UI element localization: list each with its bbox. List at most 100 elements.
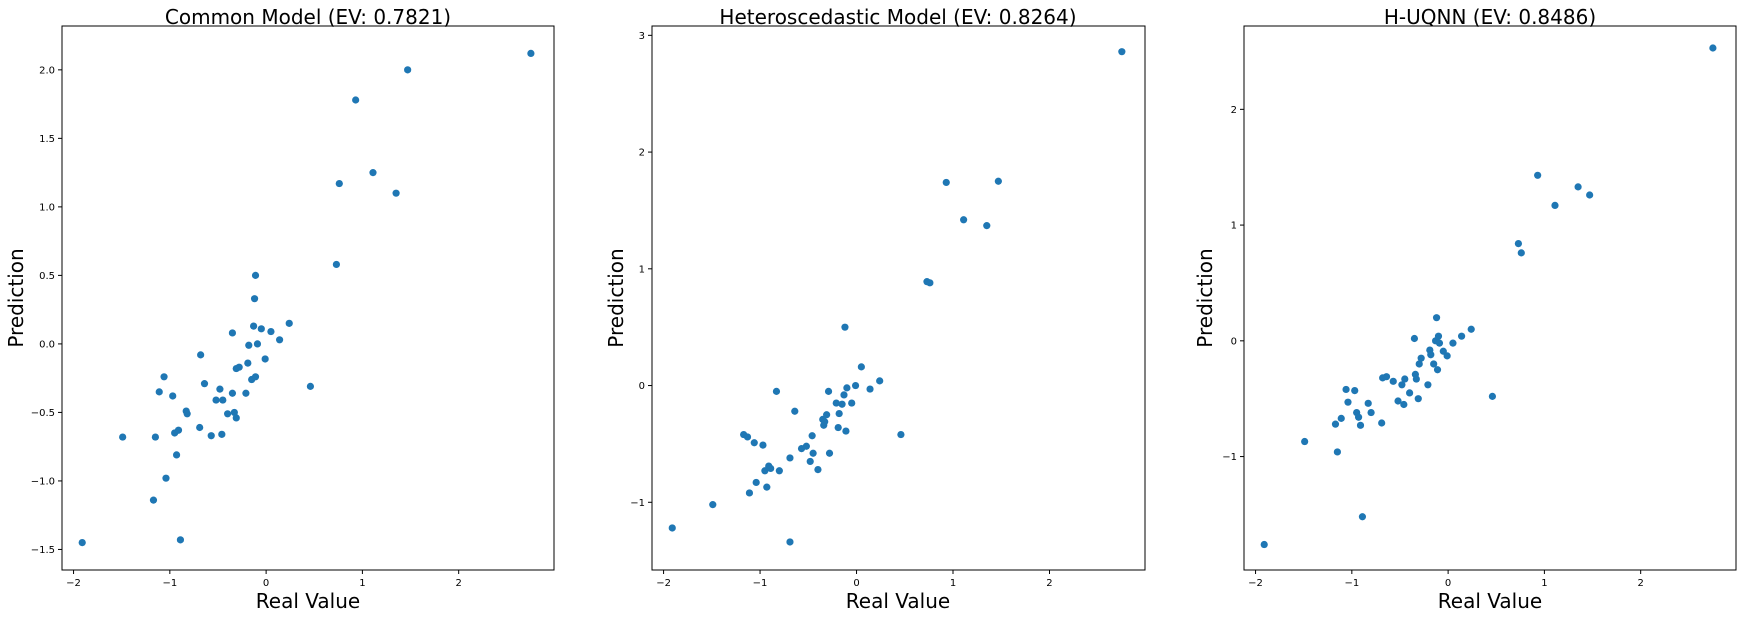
data-point bbox=[1488, 392, 1497, 400]
data-point bbox=[821, 418, 829, 426]
data-point bbox=[1367, 408, 1375, 417]
data-point bbox=[668, 524, 676, 532]
data-point bbox=[786, 538, 794, 546]
x-axis-label: Real Value bbox=[846, 589, 950, 613]
data-point bbox=[709, 501, 717, 509]
data-point bbox=[196, 423, 204, 432]
data-point bbox=[228, 329, 237, 337]
data-point bbox=[767, 464, 775, 473]
data-point bbox=[786, 454, 794, 462]
x-tick-label: 2 bbox=[1637, 578, 1643, 589]
data-point bbox=[994, 177, 1002, 185]
data-point bbox=[160, 373, 168, 381]
x-tick-label: 0 bbox=[1445, 578, 1451, 589]
y-tick-label: 1 bbox=[639, 264, 645, 275]
y-tick-label: 3 bbox=[639, 31, 645, 42]
data-point bbox=[1415, 360, 1423, 368]
data-point bbox=[1382, 373, 1391, 381]
data-point bbox=[1517, 249, 1525, 257]
x-tick-label: −1 bbox=[162, 578, 177, 589]
data-point bbox=[527, 49, 535, 58]
data-point bbox=[1356, 421, 1365, 429]
data-point bbox=[174, 426, 183, 434]
y-tick-label: 1.5 bbox=[39, 134, 55, 145]
data-point bbox=[835, 409, 843, 418]
x-tick-label: −2 bbox=[1248, 578, 1263, 589]
data-point bbox=[232, 414, 240, 422]
data-point bbox=[207, 432, 215, 440]
data-point bbox=[866, 385, 874, 393]
data-point bbox=[253, 340, 262, 348]
data-point bbox=[1430, 360, 1438, 368]
axes-frame bbox=[61, 25, 555, 571]
data-point bbox=[743, 433, 752, 441]
data-point bbox=[369, 169, 377, 177]
data-point bbox=[1709, 44, 1717, 52]
data-point bbox=[1331, 420, 1340, 428]
panel-heteroscedastic-model: Heteroscedastic Model (EV: 0.8264) Real … bbox=[604, 5, 1146, 613]
data-point bbox=[1354, 413, 1363, 421]
data-point bbox=[200, 380, 209, 388]
data-point bbox=[1534, 171, 1542, 179]
y-tick-label: 2 bbox=[1231, 105, 1237, 116]
data-point bbox=[960, 216, 968, 224]
x-tick-label: 1 bbox=[359, 578, 365, 589]
data-point bbox=[808, 432, 816, 440]
data-point bbox=[1432, 314, 1441, 322]
data-point bbox=[841, 323, 849, 331]
data-point bbox=[1400, 400, 1408, 409]
x-tick-label: −1 bbox=[753, 578, 768, 589]
chart-title: H-UQNN (EV: 0.8486) bbox=[1384, 5, 1596, 29]
data-point bbox=[1467, 325, 1475, 333]
data-point bbox=[1351, 386, 1359, 395]
y-tick-label: 0 bbox=[639, 381, 645, 392]
data-point bbox=[876, 377, 884, 385]
y-tick-label: 0.0 bbox=[39, 339, 55, 350]
data-point bbox=[843, 384, 851, 392]
data-point bbox=[983, 222, 991, 230]
data-point bbox=[235, 363, 243, 371]
point-group bbox=[668, 48, 1126, 546]
data-point bbox=[1449, 339, 1457, 347]
data-point bbox=[752, 478, 760, 487]
data-point bbox=[745, 489, 754, 497]
data-point bbox=[1551, 201, 1559, 210]
data-point bbox=[775, 467, 783, 475]
data-point bbox=[806, 457, 814, 466]
data-point bbox=[212, 396, 220, 404]
data-point bbox=[250, 295, 259, 303]
data-point bbox=[750, 439, 758, 447]
data-point bbox=[791, 407, 799, 415]
data-point bbox=[1333, 448, 1341, 456]
chart-title: Heteroscedastic Model (EV: 0.8264) bbox=[719, 5, 1076, 29]
data-point bbox=[1301, 437, 1309, 446]
data-point bbox=[219, 396, 227, 404]
y-tick-label: −1 bbox=[630, 498, 645, 509]
data-point bbox=[261, 355, 269, 363]
data-point bbox=[1406, 389, 1414, 397]
data-point bbox=[251, 373, 260, 381]
data-point bbox=[172, 451, 181, 459]
y-tick-label: 1.0 bbox=[39, 202, 55, 213]
data-point bbox=[1410, 334, 1419, 343]
data-point bbox=[1389, 377, 1397, 385]
data-point bbox=[802, 442, 810, 450]
data-point bbox=[840, 391, 848, 399]
data-point bbox=[183, 410, 191, 418]
data-point bbox=[78, 538, 86, 547]
data-point bbox=[926, 279, 934, 287]
data-point bbox=[306, 382, 315, 390]
data-point bbox=[1337, 414, 1345, 422]
data-point bbox=[149, 496, 158, 504]
data-point bbox=[838, 400, 846, 408]
data-point bbox=[257, 325, 265, 333]
data-point bbox=[851, 381, 860, 390]
x-tick-label: −2 bbox=[66, 578, 81, 589]
data-point bbox=[814, 466, 822, 474]
data-point bbox=[245, 341, 253, 349]
y-tick-label: 2.0 bbox=[39, 65, 55, 76]
data-point bbox=[848, 399, 856, 407]
data-point bbox=[772, 387, 781, 395]
data-point bbox=[809, 449, 817, 457]
